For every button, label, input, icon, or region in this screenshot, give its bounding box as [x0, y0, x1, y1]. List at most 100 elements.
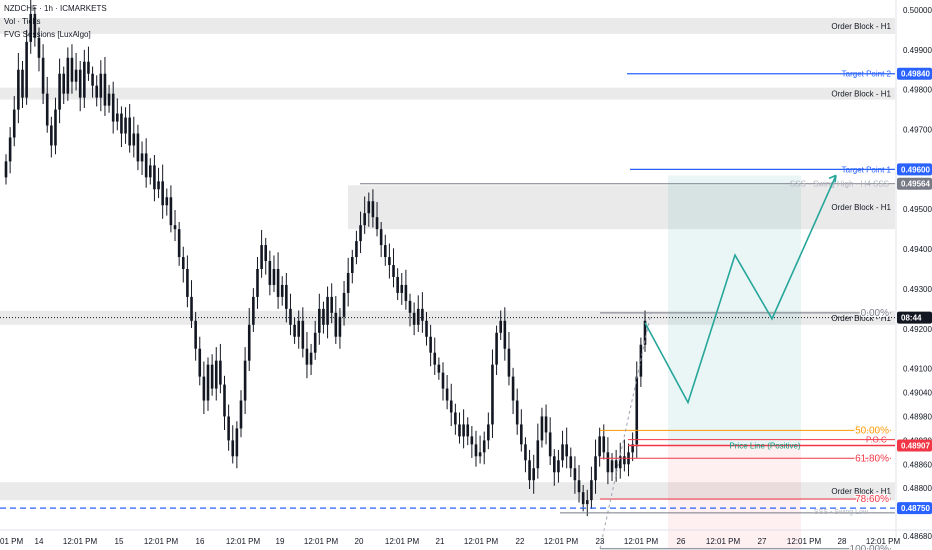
countdown-badge-bg	[897, 311, 932, 324]
indicator-fvg-label[interactable]: FVG Sessions [LuxAlgo]	[4, 30, 91, 39]
candle-body	[396, 276, 399, 293]
price-line-label: Price Line (Positive)	[729, 442, 800, 451]
time-tick-label: 22	[516, 537, 525, 546]
candle-body	[214, 360, 218, 389]
candle-body	[412, 312, 416, 325]
candle-body	[37, 37, 41, 58]
candle-body	[285, 284, 288, 309]
indicator-volume-label[interactable]: Vol · Ticks	[4, 17, 41, 26]
candle-body	[569, 456, 573, 469]
candle-body	[581, 492, 585, 505]
candle-body	[515, 400, 519, 425]
candle-body	[371, 201, 375, 218]
candle-body	[388, 257, 391, 266]
time-tick-label: 14	[35, 537, 44, 546]
candle-body	[602, 436, 606, 453]
candle-body	[449, 400, 453, 413]
target-zone-box	[668, 175, 801, 446]
swing-low-badge: 0.48750	[901, 504, 930, 513]
time-tick-label: 28	[838, 537, 847, 546]
candle-body	[313, 332, 317, 353]
candle-body	[503, 320, 507, 349]
candle-body	[416, 308, 420, 325]
time-tick-label: 20	[355, 537, 364, 546]
candle-body	[190, 296, 193, 321]
candle-body	[618, 456, 622, 469]
candle-body	[606, 452, 610, 473]
fib-level-label: 100.00%	[850, 544, 890, 550]
candle-body	[507, 348, 511, 377]
candle-body	[169, 197, 173, 226]
candlestick-series	[4, 0, 647, 517]
symbol-title[interactable]: NZDCHF · 1h · ICMARKETS	[4, 4, 107, 13]
fib-level-label: 78.60%	[855, 494, 889, 505]
swing-low-label: SSS - Swing Low	[814, 509, 869, 516]
fib-trend-line	[599, 312, 652, 549]
candle-body	[194, 320, 197, 349]
candle-body	[342, 292, 346, 317]
swing-high-badge: 0.49564	[901, 180, 930, 189]
candle-body	[330, 296, 333, 313]
time-tick-label: 12:01 PM	[706, 537, 741, 546]
candle-body	[318, 308, 321, 333]
candle-body	[635, 376, 639, 445]
candle-body	[598, 436, 601, 457]
candle-body	[462, 424, 465, 437]
price-tick-label: 0.48860	[903, 460, 932, 469]
projection-arrowhead	[828, 174, 837, 183]
candle-body	[511, 376, 515, 401]
order-block-zone	[348, 185, 895, 230]
candle-body	[45, 93, 49, 126]
candle-body	[29, 13, 33, 42]
target-label: Target Point 1	[842, 165, 892, 174]
candle-body	[326, 296, 329, 325]
candle-body	[124, 117, 127, 134]
candle-body	[466, 424, 470, 437]
candle-body	[239, 400, 243, 429]
time-tick-label: 12:01 PM	[624, 537, 659, 546]
candle-body	[532, 468, 535, 481]
candle-body	[309, 352, 313, 365]
candle-body	[536, 440, 540, 469]
time-tick-label: 16	[196, 537, 205, 546]
candle-body	[223, 384, 226, 417]
price-tick-label: 0.49900	[903, 46, 932, 55]
candle-body	[99, 73, 103, 98]
candle-body	[289, 308, 292, 325]
candle-body	[87, 61, 90, 74]
order-block-zone	[0, 482, 895, 501]
candle-body	[231, 440, 235, 457]
candle-body	[491, 364, 494, 425]
candle-body	[157, 181, 160, 190]
candle-body	[297, 320, 301, 337]
candle-body	[557, 460, 560, 473]
candle-body	[474, 444, 478, 457]
fib-level-label: 0.00%	[861, 308, 889, 319]
time-tick-label: 21	[436, 537, 445, 546]
candle-body	[120, 113, 123, 134]
current-price-badge-bg	[897, 439, 932, 452]
time-tick-label: 12:01 PM	[226, 537, 261, 546]
price-tick-label: 0.49200	[903, 325, 932, 334]
candle-body	[148, 165, 152, 178]
candle-body	[206, 364, 210, 401]
candle-body	[590, 480, 593, 501]
projection-path	[644, 175, 837, 405]
time-tick-label: 12:01 PM	[385, 537, 420, 546]
candle-body	[293, 324, 296, 337]
candle-body	[62, 73, 66, 94]
candle-body	[643, 320, 647, 345]
candle-body	[350, 257, 354, 273]
candle-body	[78, 69, 82, 98]
candle-body	[441, 372, 445, 389]
candle-body	[276, 269, 280, 297]
candle-body	[227, 416, 230, 441]
candle-body	[161, 181, 164, 206]
chart-drawings: 0.00% 50.00% 61.80% 78.60% 100.00% P.O.C Price…	[0, 70, 895, 550]
candle-body	[66, 57, 70, 94]
time-tick-label: 12:01 PM	[144, 537, 179, 546]
candle-body	[383, 245, 387, 258]
countdown-badge: 08:44	[901, 314, 922, 323]
order-block-label: Order Block - H1	[831, 90, 891, 99]
